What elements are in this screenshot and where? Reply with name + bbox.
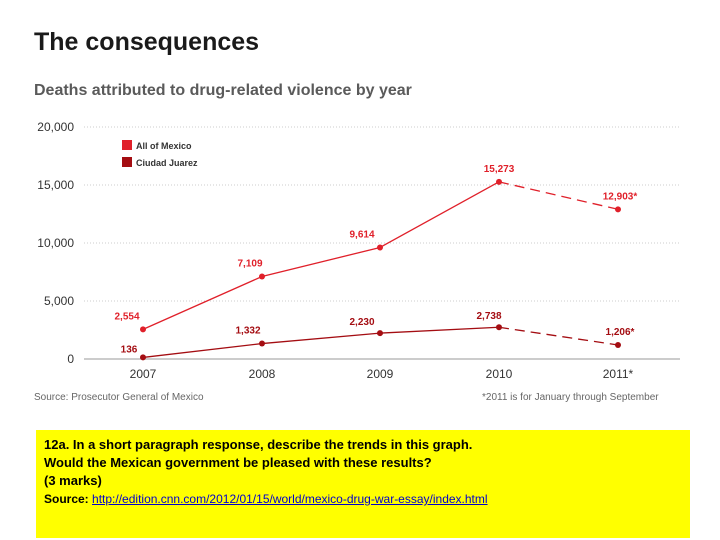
data-label: 15,273 <box>484 164 515 175</box>
data-point <box>259 340 265 347</box>
chart-footnote: *2011 is for January through September <box>482 392 659 403</box>
x-tick-label: 2010 <box>486 367 513 381</box>
data-point <box>259 273 265 280</box>
legend-swatch <box>122 157 132 167</box>
question-source: Source: http://edition.cnn.com/2012/01/1… <box>44 490 682 508</box>
data-point <box>615 342 621 349</box>
question-line-2: Would the Mexican government be pleased … <box>44 455 432 470</box>
question-marks: (3 marks) <box>44 473 102 488</box>
y-tick-label: 0 <box>67 352 74 366</box>
legend-label: All of Mexico <box>136 141 192 151</box>
chart-title: Deaths attributed to drug-related violen… <box>34 82 412 99</box>
data-label: 2,554 <box>114 311 139 322</box>
data-point <box>140 354 146 361</box>
y-tick-label: 20,000 <box>37 120 74 134</box>
series-line <box>142 326 500 359</box>
data-point <box>377 330 383 337</box>
legend-swatch <box>122 140 132 150</box>
source-link[interactable]: http://edition.cnn.com/2012/01/15/world/… <box>92 492 488 506</box>
data-point <box>496 178 502 185</box>
data-label: 12,903* <box>603 191 638 202</box>
slide-title: The consequences <box>34 28 260 56</box>
data-label: 2,738 <box>476 311 501 322</box>
x-tick-label: 2007 <box>130 367 157 381</box>
data-point <box>140 326 146 333</box>
y-tick-label: 10,000 <box>37 236 74 250</box>
data-point <box>377 244 383 251</box>
x-tick-label: 2011* <box>603 367 634 381</box>
data-label: 136 <box>121 344 138 355</box>
series-line-projected <box>498 181 619 210</box>
question-box: 12a. In a short paragraph response, desc… <box>36 430 690 538</box>
chart-source: Source: Prosecutor General of Mexico <box>34 392 204 403</box>
data-point <box>615 206 621 213</box>
data-label: 1,206* <box>606 327 635 338</box>
data-label: 2,230 <box>349 317 374 328</box>
data-label: 9,614 <box>349 229 374 240</box>
source-label: Source: <box>44 492 89 506</box>
data-point <box>496 324 502 331</box>
y-tick-label: 5,000 <box>44 294 74 308</box>
question-line-1: 12a. In a short paragraph response, desc… <box>44 437 473 452</box>
line-chart: 0 5,000 10,000 15,000 20,000 2007 2008 2009 2010… <box>37 120 680 381</box>
series-line-projected <box>498 326 619 346</box>
x-tick-label: 2008 <box>249 367 276 381</box>
legend-label: Ciudad Juarez <box>136 158 198 168</box>
data-label: 1,332 <box>235 326 260 337</box>
y-tick-label: 15,000 <box>37 178 74 192</box>
data-label: 7,109 <box>237 259 262 270</box>
x-tick-label: 2009 <box>367 367 394 381</box>
series-line <box>142 181 500 330</box>
